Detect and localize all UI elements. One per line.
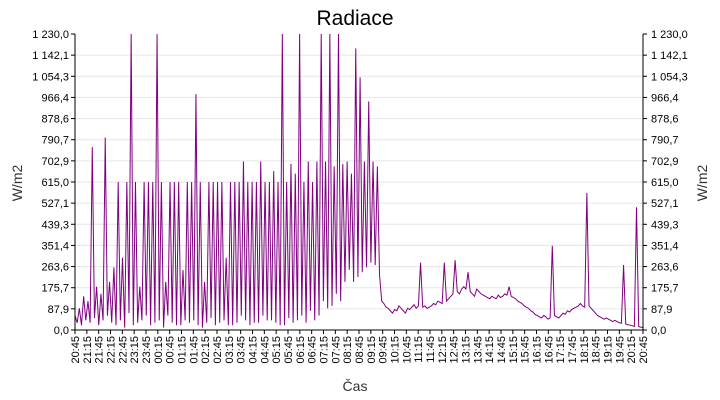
y-tick-label-left: 790,7 — [41, 135, 69, 147]
x-tick-label: 10:15 — [390, 336, 402, 364]
x-tick-label: 08:45 — [354, 336, 366, 364]
y-tick-label-right: 1 230,0 — [651, 29, 688, 41]
y-tick-label-left: 615,0 — [41, 177, 69, 189]
y-tick-label-right: 878,6 — [651, 114, 679, 126]
y-tick-label-left: 527,1 — [41, 198, 69, 210]
x-tick-label: 12:15 — [437, 336, 449, 364]
x-tick-label: 14:15 — [484, 336, 496, 364]
x-tick-label: 05:45 — [283, 336, 295, 364]
x-tick-label: 14:45 — [496, 336, 508, 364]
x-tick-label: 01:15 — [177, 336, 189, 364]
y-tick-label-right: 351,4 — [651, 240, 679, 252]
y-tick-label-left: 702,9 — [41, 156, 69, 168]
x-tick-label: 13:15 — [461, 336, 473, 364]
x-tick-label: 09:45 — [378, 336, 390, 364]
y-tick-label-left: 878,6 — [41, 114, 69, 126]
series-layer — [74, 33, 644, 329]
x-tick-label: 00:45 — [165, 336, 177, 364]
y-tick-labels: 0,0 0,0 87,9 87,9 175,7 175,7 263,6 263,6 351,4 3… — [32, 29, 687, 337]
x-tick-label: 23:15 — [129, 336, 141, 364]
x-tick-label: 17:45 — [567, 336, 579, 364]
y-tick-label-left: 1 054,3 — [32, 71, 69, 83]
x-tick-label: 20:45 — [638, 336, 650, 364]
x-tick-label: 07:15 — [319, 336, 331, 364]
x-tick-label: 21:15 — [82, 336, 94, 364]
x-tick-label: 11:15 — [413, 336, 425, 363]
y-tick-label-right: 263,6 — [651, 262, 679, 274]
x-tick-label: 10:45 — [401, 336, 413, 364]
x-tick-label: 03:45 — [236, 336, 248, 364]
x-tick-label: 05:15 — [271, 336, 283, 364]
x-tick-label: 22:15 — [106, 336, 118, 364]
x-tick-label: 02:45 — [212, 336, 224, 364]
x-tick-label: 01:45 — [188, 336, 200, 364]
x-tick-label: 04:45 — [259, 336, 271, 364]
y-tick-label-right: 0,0 — [651, 325, 666, 337]
x-tick-label: 15:15 — [508, 336, 520, 364]
x-tick-label: 08:15 — [342, 336, 354, 364]
x-tick-labels: 20:45 21:15 21:45 22:15 22:45 23:15 23:45 00:15… — [70, 336, 650, 364]
y-tick-label-left: 263,6 — [41, 262, 69, 274]
x-tick-label: 07:45 — [330, 336, 342, 364]
x-tick-label: 18:15 — [579, 336, 591, 364]
y-tick-label-left: 1 230,0 — [32, 29, 69, 41]
x-tick-label: 20:15 — [626, 336, 638, 364]
x-tick-label: 18:45 — [591, 336, 603, 364]
x-tick-label: 11:45 — [425, 336, 437, 363]
x-tick-label: 06:45 — [307, 336, 319, 364]
y-tick-label-right: 527,1 — [651, 198, 679, 210]
x-tick-label: 23:45 — [141, 336, 153, 364]
x-tick-label: 03:15 — [224, 336, 236, 364]
x-tick-label: 12:45 — [449, 336, 461, 364]
y-tick-label-right: 966,4 — [651, 92, 679, 104]
chart-title: Radiace — [316, 7, 393, 30]
y-tick-label-right: 615,0 — [651, 177, 679, 189]
y-tick-label-left: 351,4 — [41, 240, 69, 252]
x-tick-label: 00:15 — [153, 336, 165, 364]
x-tick-label: 19:15 — [603, 336, 615, 364]
y-tick-label-left: 175,7 — [41, 283, 69, 295]
y-tick-label-right: 790,7 — [651, 135, 679, 147]
y-tick-label-right: 1 142,1 — [651, 50, 688, 62]
y-tick-label-left: 87,9 — [48, 304, 69, 316]
y-tick-label-left: 966,4 — [41, 92, 69, 104]
y-tick-label-right: 702,9 — [651, 156, 679, 168]
x-tick-label: 09:15 — [366, 336, 378, 364]
y-tick-label-left: 439,3 — [41, 219, 69, 231]
x-tick-label: 06:15 — [295, 336, 307, 364]
y-axis-title-left: W/m2 — [9, 165, 25, 202]
x-tick-label: 15:45 — [520, 336, 532, 364]
x-tick-label: 22:45 — [117, 336, 129, 364]
y-axis-title-right: W/m2 — [694, 165, 710, 202]
x-tick-label: 16:45 — [543, 336, 555, 364]
axes — [71, 33, 647, 334]
y-tick-label-left: 1 142,1 — [32, 50, 69, 62]
x-tick-label: 16:15 — [532, 336, 544, 364]
y-tick-label-right: 175,7 — [651, 283, 679, 295]
y-tick-label-left: 0,0 — [54, 325, 69, 337]
x-tick-label: 04:15 — [248, 336, 260, 364]
x-tick-label: 13:45 — [472, 336, 484, 364]
y-tick-label-right: 1 054,3 — [651, 71, 688, 83]
series-line — [74, 33, 644, 329]
x-tick-label: 20:45 — [70, 336, 82, 364]
x-tick-label: 17:15 — [555, 336, 567, 364]
x-axis-title: Čas — [343, 378, 368, 394]
x-tick-label: 19:45 — [614, 336, 626, 364]
y-tick-label-right: 87,9 — [651, 304, 672, 316]
x-tick-label: 21:45 — [94, 336, 106, 364]
x-tick-label: 02:15 — [200, 336, 212, 364]
y-tick-label-right: 439,3 — [651, 219, 679, 231]
